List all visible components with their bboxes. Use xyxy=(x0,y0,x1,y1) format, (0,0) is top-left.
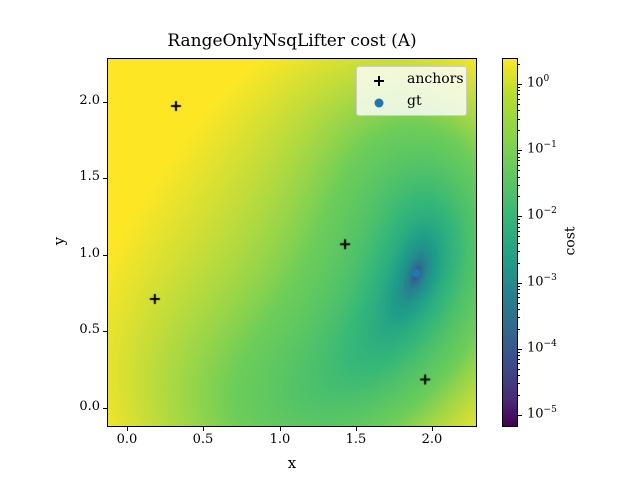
colorbar-minor-tick xyxy=(518,363,520,365)
x-tick-mark xyxy=(432,427,433,431)
legend-entry-gt: gt xyxy=(357,93,466,113)
colorbar-minor-tick xyxy=(518,156,520,158)
legend-entry-anchors: anchors xyxy=(357,71,466,91)
heatmap-plot-area xyxy=(107,58,477,427)
y-tick-label: 2.0 xyxy=(79,93,100,108)
colorbar-label: cost xyxy=(562,226,579,256)
colorbar-minor-tick xyxy=(518,368,520,370)
colorbar-major-tick xyxy=(518,84,522,85)
colorbar-minor-tick xyxy=(518,184,520,186)
x-tick-mark xyxy=(203,427,204,431)
y-tick-label: 0.5 xyxy=(79,322,100,337)
colorbar-minor-tick xyxy=(518,226,520,228)
colorbar-minor-tick xyxy=(518,297,520,299)
colorbar-minor-tick xyxy=(518,64,520,66)
colorbar-minor-tick xyxy=(518,164,520,166)
colorbar-tick-label: 10−4 xyxy=(527,339,557,356)
colorbar-minor-tick xyxy=(518,222,520,224)
legend: anchors gt xyxy=(356,66,467,116)
colorbar-minor-tick xyxy=(518,317,520,319)
colorbar-major-tick xyxy=(518,282,522,284)
colorbar xyxy=(502,58,518,427)
colorbar-minor-tick xyxy=(518,289,520,290)
colorbar-minor-tick xyxy=(518,219,520,221)
colorbar-tick-label: 100 xyxy=(527,74,550,91)
colorbar-major-tick xyxy=(518,216,522,218)
colorbar-minor-tick xyxy=(518,110,520,112)
legend-label: gt xyxy=(407,93,422,109)
colorbar-major-tick xyxy=(518,150,522,152)
x-tick-label: 0.5 xyxy=(192,432,214,447)
colorbar-minor-tick xyxy=(518,231,520,233)
colorbar-minor-tick xyxy=(518,328,520,330)
colorbar-minor-tick xyxy=(518,94,520,96)
y-tick-mark xyxy=(103,102,107,103)
colorbar-tick-label: 10−3 xyxy=(527,273,557,290)
x-tick-label: 1.5 xyxy=(345,432,367,447)
heatmap-canvas xyxy=(108,59,476,426)
colorbar-minor-tick xyxy=(518,176,520,178)
y-tick-mark xyxy=(103,408,107,409)
colorbar-minor-tick xyxy=(518,308,520,310)
colorbar-tick-label: 10−1 xyxy=(527,140,557,157)
colorbar-minor-tick xyxy=(518,395,520,397)
y-tick-mark xyxy=(103,255,107,256)
colorbar-minor-tick xyxy=(518,302,520,304)
x-tick-mark xyxy=(127,427,128,431)
colorbar-minor-tick xyxy=(518,153,520,155)
colorbar-minor-tick xyxy=(518,103,520,105)
colorbar-minor-tick xyxy=(518,118,520,120)
colorbar-minor-tick xyxy=(518,351,520,353)
colorbar-minor-tick xyxy=(518,90,520,92)
colorbar-minor-tick xyxy=(518,87,520,89)
colorbar-minor-tick xyxy=(518,383,520,385)
colorbar-major-tick xyxy=(518,415,522,416)
x-tick-label: 2.0 xyxy=(421,432,443,447)
colorbar-tick-label: 10−2 xyxy=(527,206,557,223)
colorbar-minor-tick xyxy=(518,375,520,377)
plus-marker-icon xyxy=(374,76,384,86)
colorbar-tick-label: 10−5 xyxy=(527,405,557,422)
x-tick-label: 0.0 xyxy=(116,432,138,447)
chart-title: RangeOnlyNsqLifter cost (A) xyxy=(167,31,417,51)
colorbar-minor-tick xyxy=(518,170,520,172)
x-axis-label: x xyxy=(287,454,297,472)
colorbar-minor-tick xyxy=(518,292,520,294)
y-tick-label: 0.0 xyxy=(79,399,100,414)
colorbar-minor-tick xyxy=(518,130,520,132)
y-tick-label: 1.0 xyxy=(79,246,100,261)
colorbar-minor-tick xyxy=(518,262,520,264)
y-axis-label: y xyxy=(50,236,69,246)
colorbar-minor-tick xyxy=(518,160,520,162)
colorbar-minor-tick xyxy=(518,242,520,244)
y-tick-mark xyxy=(103,178,107,179)
colorbar-minor-tick xyxy=(518,98,520,100)
legend-label: anchors xyxy=(407,71,464,87)
colorbar-minor-tick xyxy=(518,196,520,198)
colorbar-minor-tick xyxy=(518,355,520,357)
circle-marker-icon xyxy=(374,98,384,108)
colorbar-minor-tick xyxy=(518,251,520,252)
colorbar-minor-tick xyxy=(518,359,520,361)
x-tick-mark xyxy=(280,427,281,431)
colorbar-major-tick xyxy=(518,348,522,350)
x-tick-label: 1.0 xyxy=(269,432,291,447)
y-tick-mark xyxy=(103,331,107,332)
colorbar-minor-tick xyxy=(518,236,520,238)
y-tick-label: 1.5 xyxy=(79,169,100,184)
x-tick-mark xyxy=(356,427,357,431)
colorbar-minor-tick xyxy=(518,285,520,287)
